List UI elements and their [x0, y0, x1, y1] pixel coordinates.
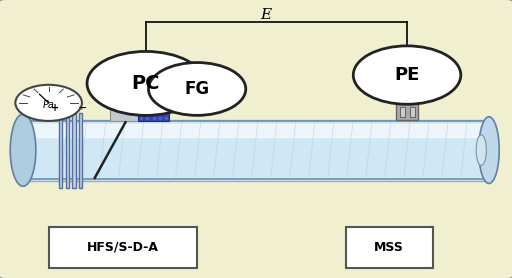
Circle shape: [15, 85, 82, 121]
Circle shape: [87, 51, 205, 115]
Bar: [110, 103, 138, 121]
Bar: [59, 113, 62, 188]
Bar: [138, 103, 169, 121]
Bar: [72, 113, 76, 188]
Text: Pa: Pa: [42, 100, 55, 110]
Bar: [410, 107, 415, 117]
Text: MSS: MSS: [374, 241, 404, 254]
Circle shape: [353, 46, 461, 104]
Ellipse shape: [476, 135, 486, 165]
Ellipse shape: [479, 117, 499, 183]
Text: PC: PC: [132, 74, 160, 93]
Bar: [20, 120, 492, 181]
Text: E: E: [261, 8, 272, 22]
FancyBboxPatch shape: [49, 227, 197, 268]
Text: +: +: [51, 103, 59, 113]
Text: FG: FG: [184, 80, 210, 98]
Bar: [79, 113, 82, 188]
FancyBboxPatch shape: [346, 227, 433, 268]
Text: −: −: [78, 103, 88, 113]
Ellipse shape: [10, 114, 36, 186]
Bar: [66, 113, 69, 188]
Text: PE: PE: [394, 66, 420, 84]
Circle shape: [148, 63, 246, 115]
Bar: [400, 107, 405, 117]
Text: HFS/S-D-A: HFS/S-D-A: [87, 241, 159, 254]
Bar: [396, 104, 418, 120]
